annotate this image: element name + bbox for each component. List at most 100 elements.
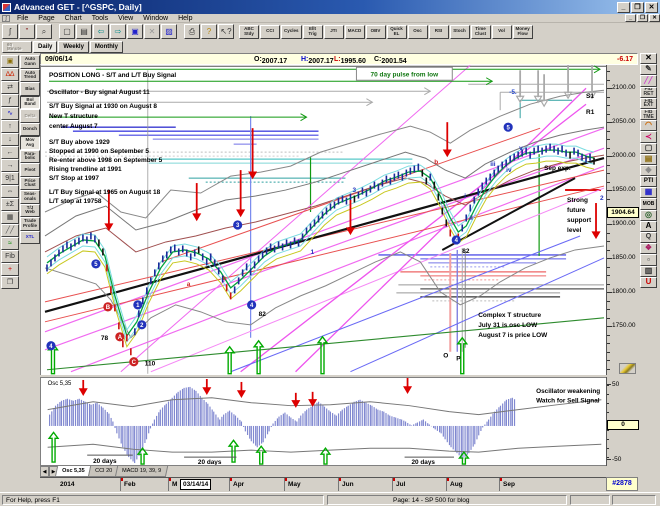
fib-extension-tool[interactable]: FIB EXT: [640, 97, 657, 109]
panel-splitter[interactable]: [40, 375, 638, 377]
study-tj-web[interactable]: T/J Web: [20, 203, 40, 217]
print-button[interactable]: ⎙: [184, 24, 200, 39]
copy-page-button[interactable]: ▣: [127, 24, 143, 39]
menu-page[interactable]: Page: [38, 14, 55, 22]
search-tool[interactable]: ◎: [640, 209, 657, 221]
study-xtl[interactable]: XTL: [20, 230, 40, 244]
minimize-button[interactable]: _: [617, 1, 630, 13]
study-auto-trend[interactable]: Auto Trend: [20, 68, 40, 82]
statistics-icon[interactable]: ±Σ: [1, 198, 19, 211]
sheet-tab-macd-19-39-9[interactable]: MACD 19, 39, 9: [114, 466, 169, 477]
study-button-5[interactable]: MACD: [344, 24, 365, 39]
crosshair-icon[interactable]: +: [1, 263, 19, 276]
study-bol-band[interactable]: Bol Band: [20, 95, 40, 109]
menu-tools[interactable]: Tools: [91, 14, 109, 22]
study-auto-gann[interactable]: Auto Gann: [20, 55, 40, 69]
scroll-right-icon[interactable]: →: [1, 159, 19, 172]
fibonacci-icon[interactable]: Fib: [1, 250, 19, 263]
study-mov-avg[interactable]: Mov Avg: [20, 136, 40, 150]
palette-tool[interactable]: ❖: [640, 243, 657, 255]
gann-tools-icon[interactable]: ∆∆: [1, 68, 19, 81]
main-chart[interactable]: 70 day pulse from low45123445BACPOSITION…: [40, 65, 606, 375]
child-restore-button[interactable]: ❐: [637, 14, 648, 22]
study-picker-icon[interactable]: ƒ: [1, 94, 19, 107]
study-trade-profile[interactable]: Trade Profile: [20, 217, 40, 231]
study-pivot[interactable]: Pivot: [20, 163, 40, 177]
fib-retracement-tool[interactable]: FIB RET: [640, 86, 657, 98]
copy-chart-tool[interactable]: ▤: [640, 153, 657, 165]
sheet-nav-prev[interactable]: ◀: [40, 466, 49, 477]
quote-list-button[interactable]: ”: [19, 24, 35, 39]
gann-fan-tool[interactable]: ≺: [640, 131, 657, 143]
fib-time-tool[interactable]: FIB TME: [640, 108, 657, 121]
tab-daily[interactable]: Daily: [33, 41, 58, 53]
oscillator-axis[interactable]: 50 -50 0: [606, 377, 639, 466]
sheet-tab-osc-5-35[interactable]: Osc 5,35: [54, 466, 92, 477]
zoom-button[interactable]: ⌕: [36, 24, 52, 39]
zoom-in-tool[interactable]: Q: [640, 232, 657, 244]
tab-weekly[interactable]: Weekly: [58, 41, 89, 53]
save-button[interactable]: ▤: [76, 24, 92, 39]
pencil-tool[interactable]: ✎: [640, 64, 657, 76]
duplicate-page-tool[interactable]: ▥: [640, 265, 657, 277]
study-parabolic[interactable]: Para- bolic: [20, 149, 40, 163]
study-button-8[interactable]: Osc: [407, 24, 428, 39]
scroll-left-icon[interactable]: ←: [1, 146, 19, 159]
undo-tool[interactable]: U: [640, 276, 657, 288]
mob-tool[interactable]: MOB: [640, 198, 657, 210]
tab-monthly[interactable]: Monthly: [89, 41, 123, 53]
elliott-tool-icon[interactable]: ∿: [1, 107, 19, 120]
study-bias[interactable]: Bias: [20, 82, 40, 96]
grid-toggle-icon[interactable]: ▦: [1, 211, 19, 224]
new-chart-button[interactable]: ▢: [59, 24, 75, 39]
selection-box-tool[interactable]: ▫: [640, 254, 657, 266]
study-donch[interactable]: Donch: [20, 122, 40, 136]
cascade-windows-icon[interactable]: ❐: [1, 276, 19, 289]
study-button-10[interactable]: Stoch: [449, 24, 470, 39]
pointer-tool-button[interactable]: ʃ: [2, 24, 18, 39]
menu-chart[interactable]: Chart: [64, 14, 82, 22]
help-button[interactable]: ?: [201, 24, 217, 39]
study-button-3[interactable]: Ellt Trig: [302, 24, 323, 39]
study-button-12[interactable]: Vol: [491, 24, 512, 39]
menu-view[interactable]: View: [118, 14, 134, 22]
axis-tool-icon[interactable]: [619, 363, 636, 374]
time-cluster-tool[interactable]: ▦: [640, 187, 657, 199]
date-marker-box[interactable]: 03/14/14: [180, 479, 212, 490]
open-chart-icon[interactable]: ▣: [1, 55, 19, 68]
reset-icon[interactable]: ⇄: [1, 81, 19, 94]
expand-bars-icon[interactable]: ⇔: [1, 185, 19, 198]
study-button-9[interactable]: RSI: [428, 24, 449, 39]
study-price-clust[interactable]: Price Clust: [20, 176, 40, 190]
child-window-icon[interactable]: ʃ: [2, 14, 10, 22]
date-axis[interactable]: 2014 Feb M Apr May Jun Jul Aug Sep 03/14/14: [40, 477, 606, 491]
regression-bands-icon[interactable]: ≈: [1, 237, 19, 250]
study-button-4[interactable]: JTI: [323, 24, 344, 39]
paste-page-button[interactable]: ▨: [161, 24, 177, 39]
next-page-button[interactable]: ⇨: [110, 24, 126, 39]
study-seasonals[interactable]: Seas- onals: [20, 190, 40, 204]
price-axis[interactable]: 2100.00 2050.00 2000.00 1950.00 1900.00 1850.…: [606, 65, 639, 375]
study-button-6[interactable]: OBV: [365, 24, 386, 39]
restore-button[interactable]: ❐: [631, 1, 644, 13]
eraser-tool[interactable]: ◈: [640, 164, 657, 177]
menu-help[interactable]: Help: [178, 14, 193, 22]
trendlines-tool[interactable]: ╱╱: [640, 75, 657, 87]
prev-page-button[interactable]: ⇦: [93, 24, 109, 39]
scroll-down-icon[interactable]: ↓: [1, 133, 19, 146]
child-close-button[interactable]: ✕: [649, 14, 660, 22]
ellipse-tool[interactable]: ▢: [640, 142, 657, 154]
delete-tool[interactable]: ✕: [640, 53, 657, 65]
close-button[interactable]: ✕: [645, 1, 658, 13]
rainbow-arc-tool[interactable]: ◠: [640, 120, 657, 132]
oscillator-panel[interactable]: 20 days 20 days 20 days Osc 5,35 Oscillator …: [40, 377, 606, 466]
text-tool[interactable]: A: [640, 220, 657, 232]
study-button-2[interactable]: Cycles: [281, 24, 302, 39]
delete-page-button[interactable]: ✕: [144, 24, 160, 39]
trendline-icon[interactable]: ╱╱: [1, 224, 19, 237]
menu-window[interactable]: Window: [143, 14, 169, 22]
study-delta[interactable]: Delta: [20, 109, 40, 123]
study-button-0[interactable]: ABC Stdy: [239, 24, 259, 39]
context-help-button[interactable]: ↖?: [218, 24, 234, 39]
scroll-up-icon[interactable]: ↑: [1, 120, 19, 133]
